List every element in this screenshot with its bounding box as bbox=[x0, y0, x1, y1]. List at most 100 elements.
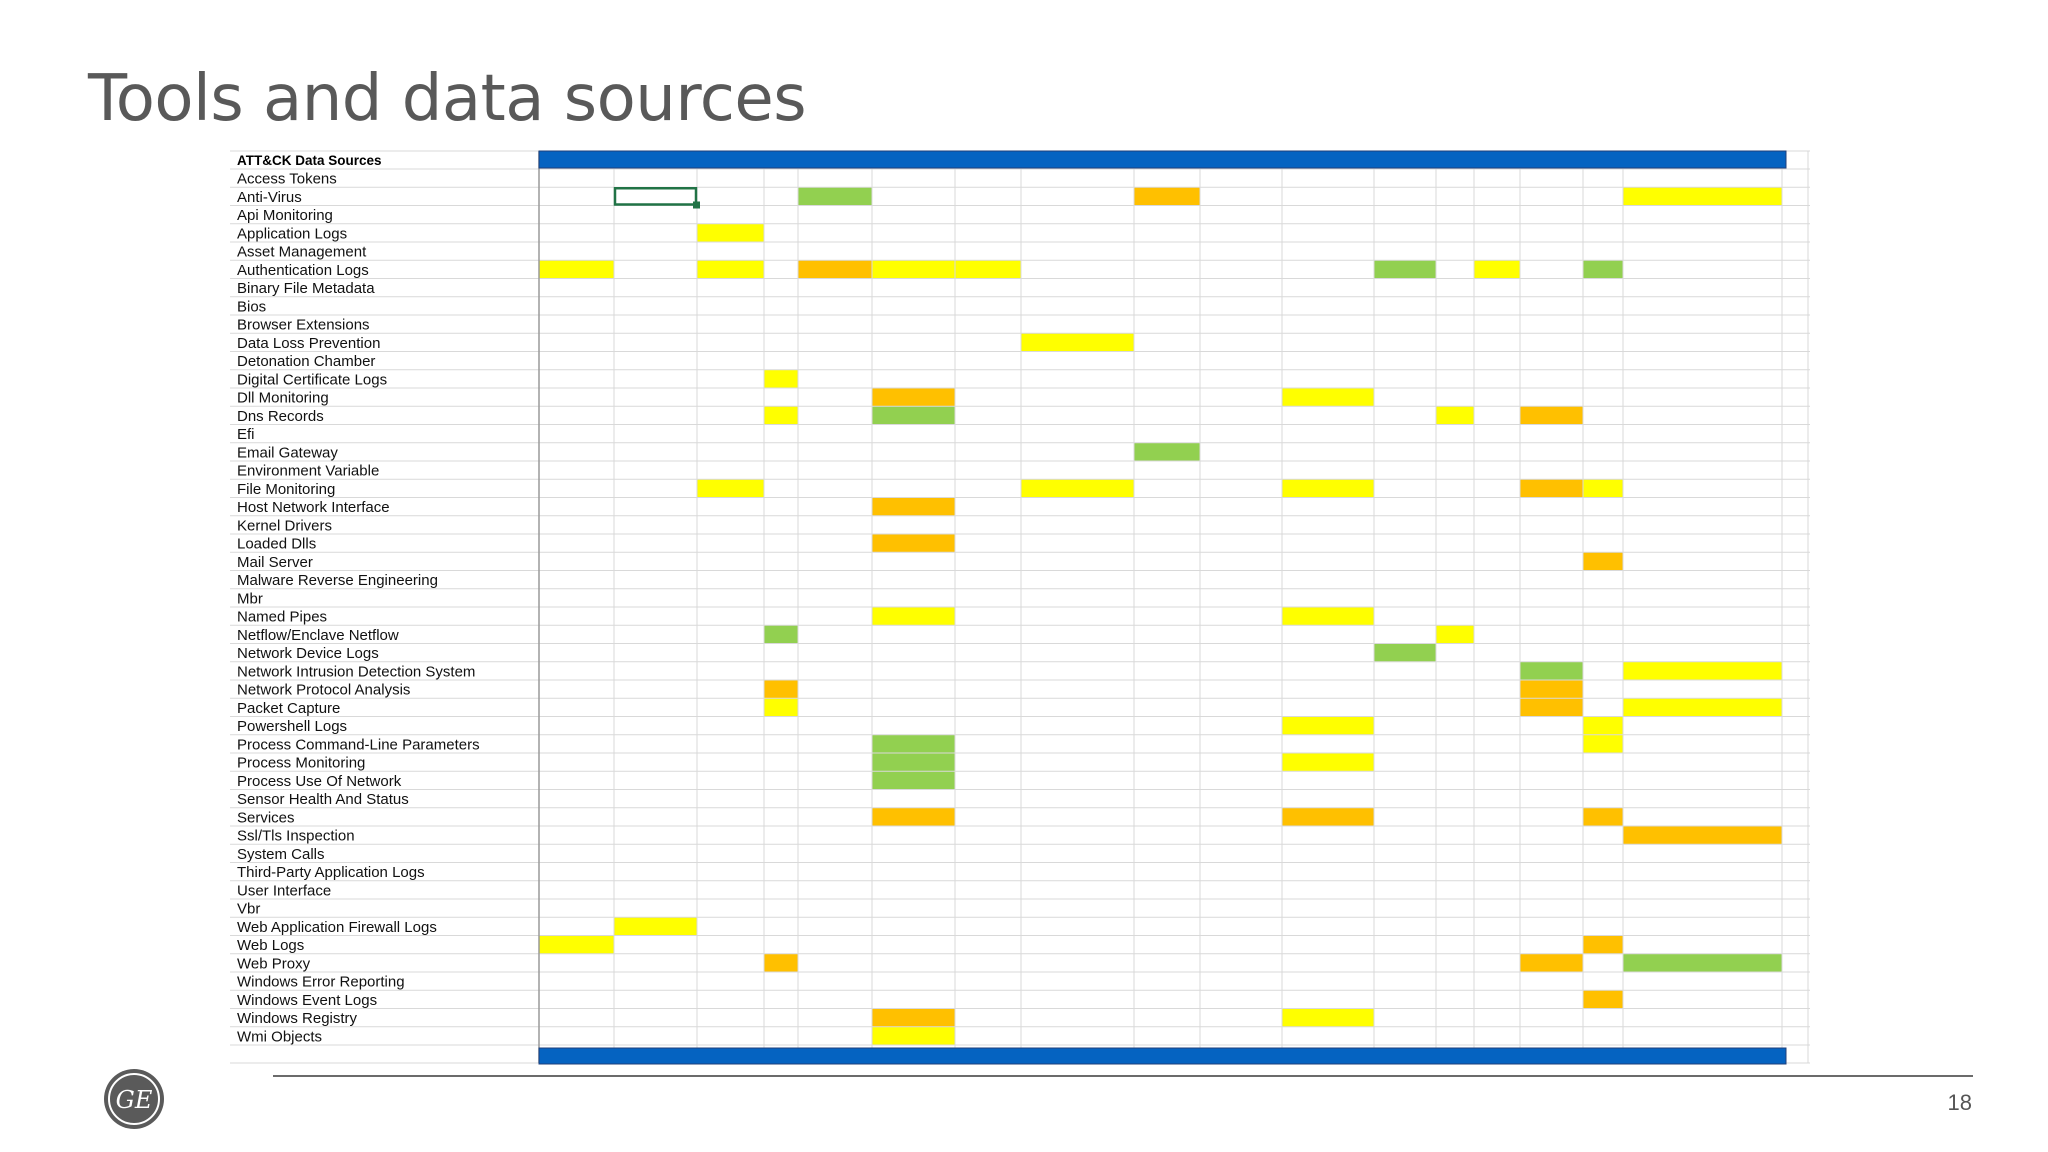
heat-cell bbox=[1583, 260, 1623, 279]
heat-cell bbox=[1623, 661, 1782, 681]
data-source-row-label: Vbr bbox=[237, 901, 260, 918]
heat-cell bbox=[764, 953, 798, 973]
data-source-row-label: Data Loss Prevention bbox=[237, 335, 380, 352]
heat-cell bbox=[1134, 442, 1200, 462]
data-source-row-label: Asset Management bbox=[237, 244, 367, 261]
heat-cell bbox=[1520, 698, 1583, 717]
heat-cell bbox=[697, 223, 764, 243]
data-source-row-label: System Calls bbox=[237, 846, 325, 863]
heat-cell bbox=[1374, 260, 1436, 279]
data-source-row-label: Network Protocol Analysis bbox=[237, 682, 410, 699]
data-source-row-label: Services bbox=[237, 809, 295, 826]
selected-cell-outline[interactable] bbox=[613, 187, 698, 206]
data-source-row-label: Bios bbox=[237, 298, 266, 315]
heat-cell bbox=[1623, 953, 1782, 973]
heat-cell bbox=[1134, 187, 1200, 206]
heat-cell bbox=[539, 260, 614, 279]
heat-cell bbox=[764, 698, 798, 717]
heat-cell bbox=[872, 607, 955, 626]
data-source-row-label: User Interface bbox=[237, 882, 331, 899]
heat-cell bbox=[1282, 607, 1374, 626]
data-source-row-label: Binary File Metadata bbox=[237, 280, 375, 297]
heat-cell bbox=[1436, 406, 1474, 425]
data-source-row-label: Authentication Logs bbox=[237, 262, 369, 279]
heat-cell bbox=[697, 260, 764, 279]
heat-cell bbox=[1583, 716, 1623, 736]
data-source-row-label: Netflow/Enclave Netflow bbox=[237, 627, 399, 644]
header-blue-bar bbox=[538, 150, 1787, 169]
heat-cell bbox=[872, 1008, 955, 1028]
footer-divider bbox=[273, 1075, 1973, 1077]
data-source-row-label: Windows Error Reporting bbox=[237, 974, 405, 991]
data-source-row-label: Dns Records bbox=[237, 408, 324, 425]
heat-cell bbox=[872, 406, 955, 425]
heat-cell bbox=[798, 187, 872, 206]
heat-cell bbox=[872, 497, 955, 517]
heat-cell bbox=[764, 680, 798, 699]
data-source-row-label: Network Intrusion Detection System bbox=[237, 663, 475, 680]
data-source-row-label: Third-Party Application Logs bbox=[237, 864, 425, 881]
heat-cell bbox=[872, 807, 955, 827]
heat-cell bbox=[1282, 716, 1374, 736]
heat-cell bbox=[872, 734, 955, 754]
data-source-row-label: Windows Event Logs bbox=[237, 992, 377, 1009]
data-source-row-label: Environment Variable bbox=[237, 463, 379, 480]
heat-cell bbox=[1583, 552, 1623, 571]
heat-cell bbox=[872, 388, 955, 407]
svg-text:GE: GE bbox=[116, 1086, 153, 1114]
data-source-row-label: Kernel Drivers bbox=[237, 517, 332, 534]
data-source-row-label: Host Network Interface bbox=[237, 499, 390, 516]
heat-cell bbox=[872, 753, 955, 772]
data-source-row-label: Web Logs bbox=[237, 937, 304, 954]
heat-cell bbox=[1282, 388, 1374, 407]
heat-cell bbox=[1520, 661, 1583, 681]
heat-cell bbox=[1474, 260, 1520, 279]
slide-title: Tools and data sources bbox=[88, 62, 807, 136]
data-source-row-label: Sensor Health And Status bbox=[237, 791, 409, 808]
data-source-row-label: Mail Server bbox=[237, 554, 313, 571]
ge-logo-icon: GE bbox=[104, 1069, 164, 1129]
data-source-row-label: Process Monitoring bbox=[237, 755, 365, 772]
fill-handle[interactable] bbox=[693, 201, 700, 209]
data-source-row-label: Access Tokens bbox=[237, 171, 337, 188]
data-source-row-label: Packet Capture bbox=[237, 700, 340, 717]
heat-cell bbox=[872, 771, 955, 790]
data-source-row-label: File Monitoring bbox=[237, 481, 335, 498]
data-source-row-label: Browser Extensions bbox=[237, 317, 370, 334]
footer-blue-bar bbox=[538, 1047, 1787, 1065]
data-source-row-label: Web Application Firewall Logs bbox=[237, 919, 437, 936]
heat-cell bbox=[1520, 406, 1583, 425]
heat-cell bbox=[1520, 953, 1583, 973]
heat-cell bbox=[872, 534, 955, 553]
heat-cell bbox=[1282, 1008, 1374, 1028]
data-source-row-label: Digital Certificate Logs bbox=[237, 371, 387, 388]
heat-cell bbox=[1583, 734, 1623, 754]
data-source-row-label: Malware Reverse Engineering bbox=[237, 572, 438, 589]
data-source-row-label: Api Monitoring bbox=[237, 207, 333, 224]
heat-cell bbox=[1520, 680, 1583, 699]
heat-cell bbox=[798, 260, 872, 279]
heat-cell bbox=[1583, 479, 1623, 498]
data-source-row-label: Dll Monitoring bbox=[237, 390, 329, 407]
data-source-row-label: Loaded Dlls bbox=[237, 536, 316, 553]
data-source-row-label: Ssl/Tls Inspection bbox=[237, 828, 355, 845]
heat-cell bbox=[1282, 479, 1374, 498]
heat-cell bbox=[697, 479, 764, 498]
data-source-row-label: Windows Registry bbox=[237, 1010, 358, 1027]
heat-cell bbox=[539, 935, 614, 955]
data-source-row-label: Process Use Of Network bbox=[237, 773, 402, 790]
heat-cell bbox=[1374, 643, 1436, 663]
page-number: 18 bbox=[1947, 1090, 1972, 1115]
data-source-row-label: Named Pipes bbox=[237, 609, 327, 626]
data-source-row-label: Network Device Logs bbox=[237, 645, 379, 662]
heat-cell bbox=[764, 369, 798, 389]
data-source-row-label: Process Command-Line Parameters bbox=[237, 736, 480, 753]
table-header-label: ATT&CK Data Sources bbox=[237, 153, 382, 168]
data-source-row-label: Application Logs bbox=[237, 225, 347, 242]
heat-cell bbox=[1021, 333, 1134, 352]
heat-cell bbox=[764, 625, 798, 644]
data-source-row-label: Detonation Chamber bbox=[237, 353, 375, 370]
heat-cell bbox=[1623, 698, 1782, 717]
data-source-row-label: Wmi Objects bbox=[237, 1028, 322, 1045]
